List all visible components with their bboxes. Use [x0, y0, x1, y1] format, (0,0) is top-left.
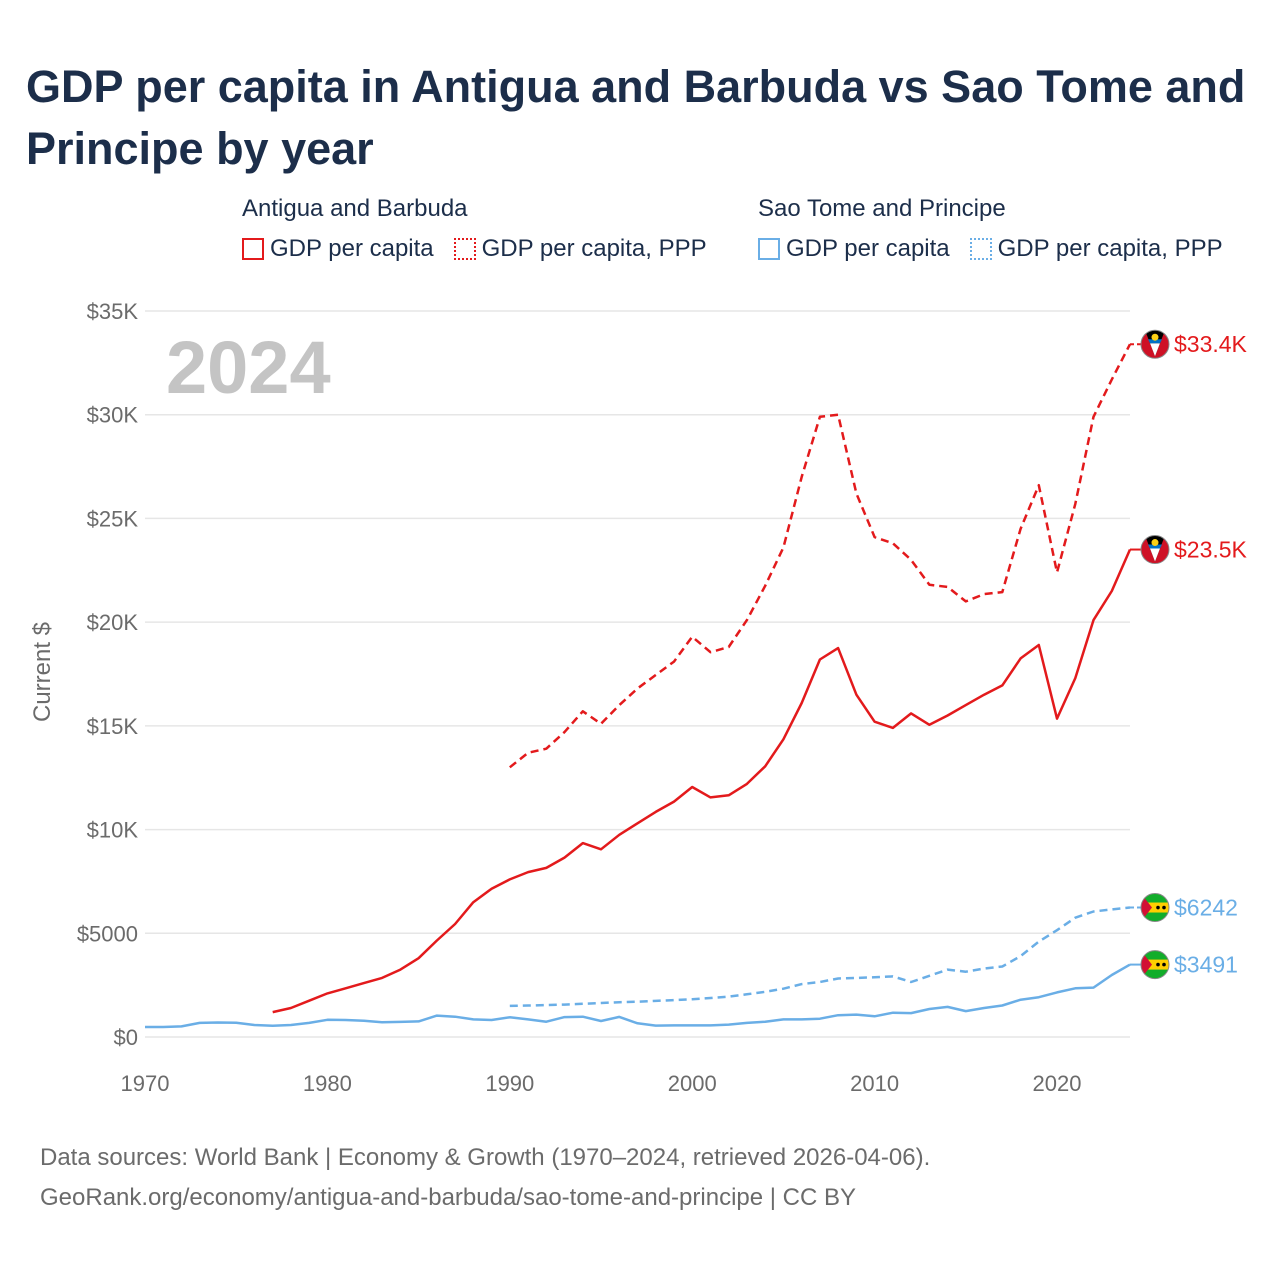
end-value-label: $3491: [1174, 952, 1238, 978]
y-tick-label: $30K: [87, 403, 139, 428]
chart-title: GDP per capita in Antigua and Barbuda vs…: [26, 61, 1246, 174]
y-tick-label: $10K: [87, 818, 139, 843]
legend-swatch-solid-blue: [758, 238, 780, 260]
end-value-label: $23.5K: [1174, 537, 1248, 563]
y-axis: $0 $5000 $10K $15K $20K $25K $30K $35K: [77, 299, 139, 1050]
legend-group-title: Sao Tome and Principe: [758, 195, 1006, 222]
legend-group-antigua: Antigua and Barbuda GDP per capita GDP p…: [242, 194, 727, 264]
series-lines: [145, 343, 1132, 1029]
legend-item-label: GDP per capita, PPP: [481, 235, 707, 262]
year-watermark: 2024: [166, 326, 331, 409]
flag-icon: [1141, 330, 1169, 359]
x-tick-label: 1990: [485, 1071, 534, 1096]
legend-item-sao-tome-ppp[interactable]: GDP per capita, PPP: [969, 235, 1223, 263]
grid-lines: [145, 310, 1130, 1038]
footer: Data sources: World Bank | Economy & Gro…: [40, 1138, 930, 1218]
flag-icon: [1141, 535, 1169, 564]
legend-item-sao-tome-gdp[interactable]: GDP per capita: [758, 235, 950, 263]
legend-group-title: Antigua and Barbuda: [242, 195, 468, 222]
end-value-label: $33.4K: [1174, 331, 1248, 357]
series-line-gdp-antigua[interactable]: [272, 548, 1132, 1014]
legend-swatch-solid-red: [242, 238, 264, 260]
end-markers: $23.5K $33.4K $3491 $6242: [1130, 329, 1248, 980]
footer-sources: Data sources: World Bank | Economy & Gro…: [40, 1144, 931, 1171]
x-tick-label: 1970: [121, 1071, 170, 1096]
x-tick-label: 2010: [850, 1071, 899, 1096]
x-axis: 1970 1980 1990 2000 2010 2020: [121, 1071, 1082, 1096]
y-tick-label: $35K: [87, 299, 139, 324]
y-tick-label: $15K: [87, 714, 139, 739]
y-tick-label: $20K: [87, 610, 139, 635]
legend-item-antigua-ppp[interactable]: GDP per capita, PPP: [453, 235, 707, 263]
y-tick-label: $5000: [77, 921, 138, 946]
y-tick-label: $25K: [87, 506, 139, 531]
series-line-ppp-sao-tome[interactable]: [509, 906, 1131, 1008]
x-tick-label: 1980: [303, 1071, 352, 1096]
x-tick-label: 2000: [668, 1071, 717, 1096]
y-tick-label: $0: [114, 1025, 138, 1050]
series-line-gdp-sao-tome[interactable]: [145, 963, 1131, 1029]
legend-item-antigua-gdp[interactable]: GDP per capita: [242, 235, 434, 263]
legend-item-label: GDP per capita: [270, 235, 434, 262]
flag-icon: [1141, 893, 1169, 922]
y-axis-label: Current $: [29, 622, 56, 722]
flag-icon: [1141, 950, 1169, 979]
footer-url: GeoRank.org/economy/antigua-and-barbuda/…: [40, 1184, 857, 1211]
legend-group-sao-tome: Sao Tome and Principe GDP per capita GDP…: [758, 194, 1243, 264]
series-line-ppp-antigua[interactable]: [509, 343, 1132, 769]
legend-item-label: GDP per capita, PPP: [997, 235, 1223, 262]
end-value-label: $6242: [1174, 895, 1238, 921]
legend-item-label: GDP per capita: [786, 235, 950, 262]
legend-swatch-dotted-blue: [969, 238, 992, 260]
x-tick-label: 2020: [1033, 1071, 1082, 1096]
legend-swatch-dotted-red: [453, 238, 476, 260]
